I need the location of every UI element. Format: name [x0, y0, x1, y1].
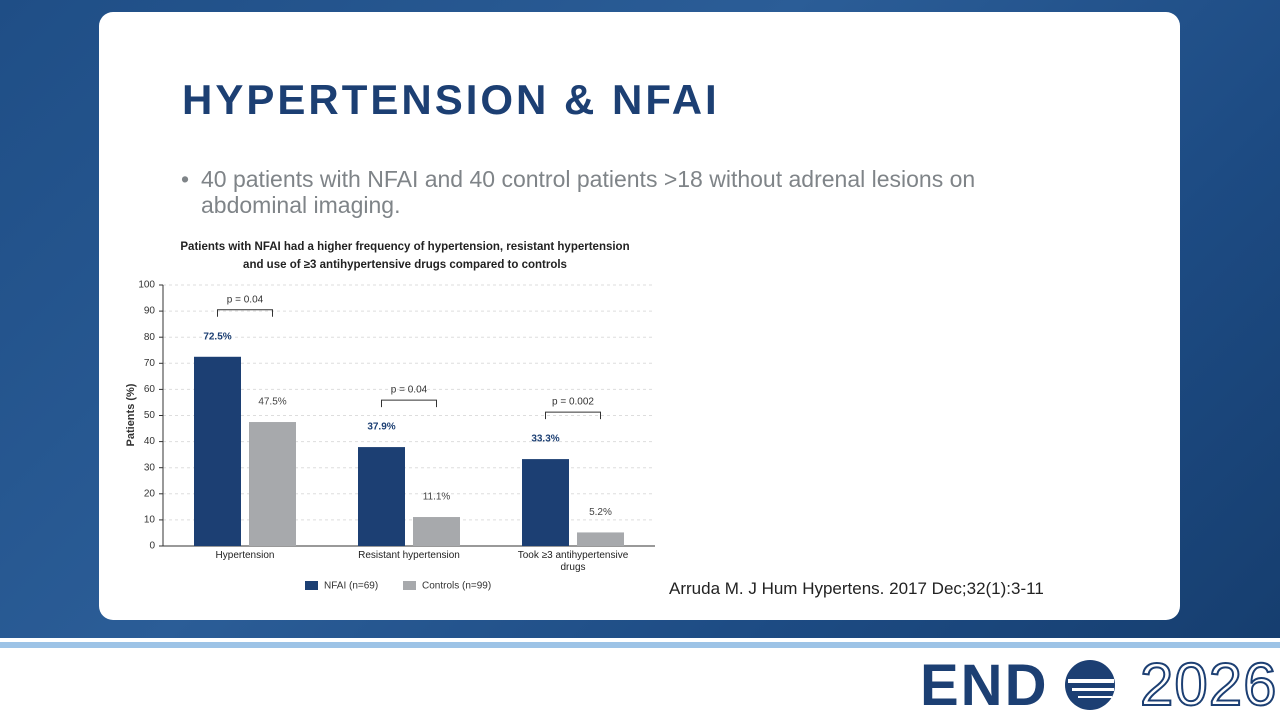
y-tick-label: 60	[144, 384, 156, 395]
y-tick-label: 70	[144, 358, 156, 369]
p-value-bracket	[381, 399, 437, 408]
logo-left: END	[920, 653, 1049, 718]
y-tick-label: 90	[144, 306, 156, 317]
value-label: 5.2%	[589, 507, 612, 518]
p-value-bracket	[217, 309, 273, 317]
chart-title: Patients with NFAI had a higher frequenc…	[180, 241, 630, 271]
legend-label: Controls (n=99)	[422, 581, 491, 592]
y-tick-label: 20	[144, 488, 156, 499]
bar	[194, 356, 241, 546]
y-tick-label: 40	[144, 436, 156, 447]
bar	[577, 532, 624, 546]
slide-title: HYPERTENSION & NFAI	[182, 76, 720, 123]
y-tick-label: 0	[149, 541, 155, 552]
value-label: 72.5%	[203, 331, 231, 342]
x-tick-label: Resistant hypertension	[358, 550, 460, 561]
p-value: p = 0.04	[391, 385, 428, 396]
bar	[358, 447, 405, 546]
x-tick-label: Took ≥3 antihypertensive drugs	[517, 550, 629, 573]
y-tick-label: 10	[144, 515, 156, 526]
citation: Arruda M. J Hum Hypertens. 2017 Dec;32(1…	[669, 579, 1044, 598]
bar	[522, 459, 569, 546]
legend-label: NFAI (n=69)	[324, 581, 378, 592]
bullet-dot: •	[181, 166, 190, 192]
value-label: 37.9%	[367, 422, 395, 433]
bar	[249, 422, 296, 546]
y-tick-label: 100	[138, 280, 155, 291]
bullet-text: 40 patients with NFAI and 40 control pat…	[201, 166, 976, 218]
y-axis-label: Patients (%)	[125, 383, 137, 446]
value-label: 33.3%	[531, 434, 559, 445]
legend-swatch	[305, 581, 318, 590]
value-label: 47.5%	[258, 397, 286, 408]
y-tick-label: 80	[144, 332, 156, 343]
p-value: p = 0.002	[552, 397, 594, 408]
x-tick-label: Hypertension	[215, 550, 275, 561]
value-label: 11.1%	[423, 492, 451, 503]
footer-stripe	[0, 642, 1280, 648]
logo-globe	[1065, 660, 1115, 710]
p-value: p = 0.04	[227, 294, 264, 305]
y-tick-label: 50	[144, 410, 156, 421]
legend-swatch	[403, 581, 416, 590]
y-tick-label: 30	[144, 462, 156, 473]
logo-right: 2026	[1139, 650, 1278, 719]
bar	[413, 517, 460, 546]
p-value-bracket	[545, 411, 601, 420]
